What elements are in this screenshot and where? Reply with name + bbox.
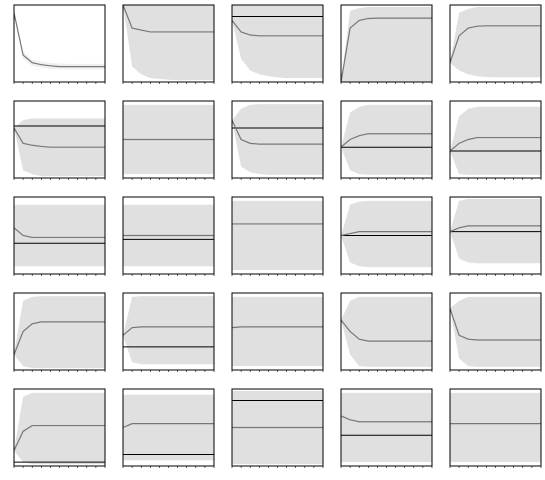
confidence-band xyxy=(14,392,105,465)
confidence-band xyxy=(14,296,105,369)
panel xyxy=(231,292,324,372)
response-line xyxy=(13,227,105,239)
panel xyxy=(231,100,324,180)
panel xyxy=(231,388,324,468)
confidence-band xyxy=(341,296,432,367)
confidence-band xyxy=(14,204,105,267)
panel xyxy=(340,100,433,180)
response-line xyxy=(449,308,541,341)
confidence-band xyxy=(14,12,105,70)
panel xyxy=(13,100,106,180)
panel xyxy=(340,4,433,84)
confidence-band xyxy=(450,296,541,367)
panel xyxy=(13,292,106,372)
panel xyxy=(449,388,542,468)
panel xyxy=(13,196,106,276)
panel xyxy=(122,388,215,468)
response-line xyxy=(13,321,105,355)
panel xyxy=(340,292,433,372)
response-line xyxy=(231,20,323,37)
response-line xyxy=(340,17,432,83)
response-line xyxy=(340,319,432,342)
panel xyxy=(122,196,215,276)
panel xyxy=(231,4,324,84)
response-line xyxy=(340,231,432,237)
panel xyxy=(13,4,106,84)
panel xyxy=(449,196,542,276)
confidence-band xyxy=(450,6,541,78)
plot-frame xyxy=(13,4,106,83)
confidence-band xyxy=(450,198,541,264)
response-line xyxy=(340,133,432,148)
response-line xyxy=(449,25,541,63)
response-line xyxy=(231,119,323,145)
confidence-band xyxy=(123,394,214,461)
panel xyxy=(122,292,215,372)
response-line xyxy=(122,423,214,429)
panel xyxy=(449,100,542,180)
panel xyxy=(122,100,215,180)
panel xyxy=(13,388,106,468)
panel xyxy=(122,4,215,84)
response-line xyxy=(449,136,541,152)
response-line xyxy=(122,326,214,336)
confidence-band xyxy=(123,296,214,365)
panel xyxy=(449,292,542,372)
panel xyxy=(340,388,433,468)
response-line xyxy=(13,424,105,451)
confidence-band xyxy=(341,104,432,175)
confidence-band xyxy=(123,5,214,81)
confidence-band xyxy=(232,5,323,79)
confidence-band xyxy=(341,392,432,463)
confidence-band xyxy=(341,6,432,82)
confidence-band xyxy=(450,392,541,463)
response-line xyxy=(13,127,105,148)
response-line xyxy=(449,225,541,233)
response-line xyxy=(340,415,432,423)
confidence-band xyxy=(232,200,323,271)
response-line xyxy=(13,12,105,68)
confidence-band xyxy=(450,106,541,175)
panel xyxy=(449,4,542,84)
confidence-band xyxy=(232,296,323,367)
response-line xyxy=(231,326,323,329)
confidence-band xyxy=(341,200,432,268)
response-line xyxy=(122,4,214,33)
panel xyxy=(340,196,433,276)
confidence-band xyxy=(232,104,323,175)
panel xyxy=(231,196,324,276)
